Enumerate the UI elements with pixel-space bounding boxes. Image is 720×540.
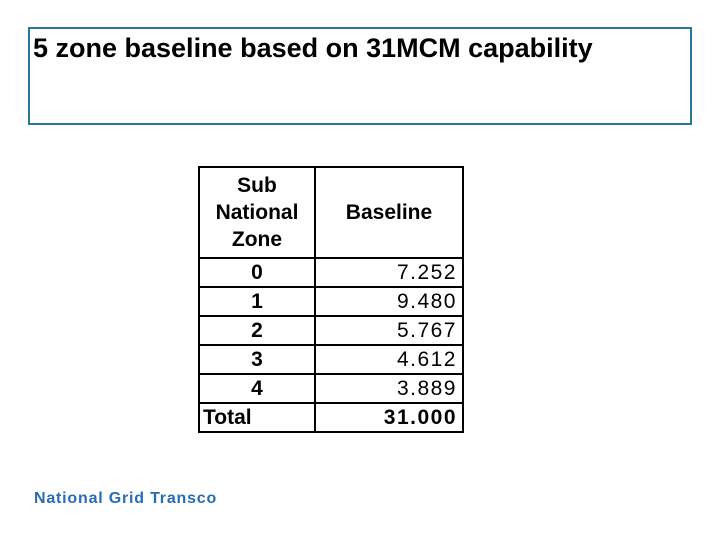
column-header-baseline: Baseline <box>314 166 464 259</box>
total-value-cell: 31.000 <box>314 402 464 433</box>
table-row: 1 9.480 <box>198 286 464 317</box>
total-label-cell: Total <box>198 402 316 433</box>
baseline-table: Sub National Zone Baseline 0 7.252 1 9.4… <box>198 166 464 433</box>
baseline-value-cell: 9.480 <box>314 286 464 317</box>
table-row: 4 3.889 <box>198 373 464 404</box>
table-total-row: Total 31.000 <box>198 402 464 433</box>
zone-cell: 2 <box>198 315 316 346</box>
baseline-value-cell: 7.252 <box>314 257 464 288</box>
zone-cell: 0 <box>198 257 316 288</box>
baseline-value-cell: 4.612 <box>314 344 464 375</box>
table-header-row: Sub National Zone Baseline <box>198 166 464 259</box>
table-row: 0 7.252 <box>198 257 464 288</box>
title-box: 5 zone baseline based on 31MCM capabilit… <box>28 27 692 125</box>
table-row: 3 4.612 <box>198 344 464 375</box>
national-grid-transco-logo: National Grid Transco <box>34 490 218 507</box>
zone-cell: 1 <box>198 286 316 317</box>
zone-cell: 3 <box>198 344 316 375</box>
zone-cell: 4 <box>198 373 316 404</box>
baseline-value-cell: 5.767 <box>314 315 464 346</box>
table-row: 2 5.767 <box>198 315 464 346</box>
slide-title: 5 zone baseline based on 31MCM capabilit… <box>33 33 593 63</box>
baseline-value-cell: 3.889 <box>314 373 464 404</box>
column-header-sub-national-zone: Sub National Zone <box>198 166 316 259</box>
